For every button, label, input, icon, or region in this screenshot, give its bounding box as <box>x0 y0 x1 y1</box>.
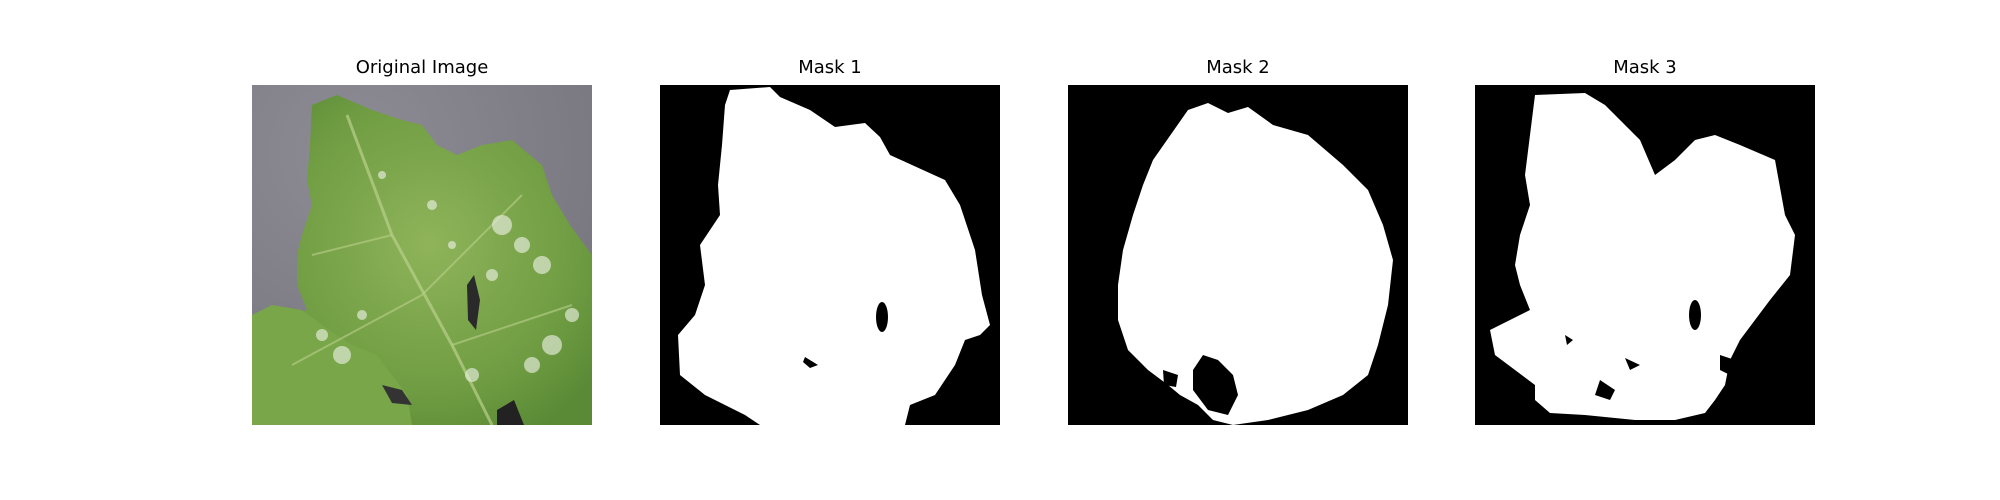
panel-mask-1: Mask 1 <box>660 0 1000 500</box>
panel-title: Mask 3 <box>1475 57 1815 78</box>
panel-title: Original Image <box>252 57 592 78</box>
mask-3-image <box>1475 85 1815 425</box>
panel-mask-3: Mask 3 <box>1475 0 1815 500</box>
panel-title: Mask 1 <box>660 57 1000 78</box>
panel-original-image: Original Image <box>252 0 592 500</box>
mask-2-image <box>1068 85 1408 425</box>
panel-mask-2: Mask 2 <box>1068 0 1408 500</box>
original-leaf-image <box>252 85 592 425</box>
mask-1-image <box>660 85 1000 425</box>
panel-title: Mask 2 <box>1068 57 1408 78</box>
